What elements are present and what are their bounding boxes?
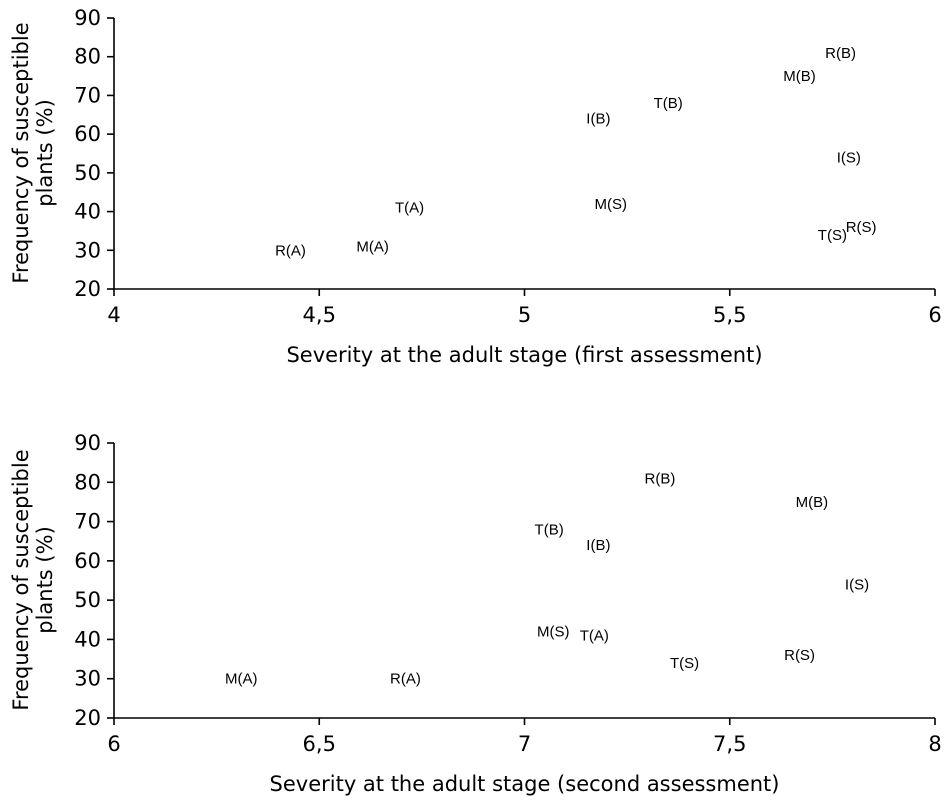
data-point-label: M(A) (356, 238, 389, 255)
x-tick-label: 5 (518, 303, 531, 327)
chart-first-assessment: 20 30 40 50 60 70 80 90 4 4,5 5 5,5 6 Severity at the… (9, 6, 942, 367)
x-axis-title: Severity at the adult stage (second asse… (270, 772, 780, 796)
y-tick-label: 80 (74, 470, 101, 494)
y-tick-label: 40 (74, 200, 101, 224)
y-axis-title: Frequency of susceptibleplants (%) (9, 449, 57, 710)
y-tick-label: 20 (74, 706, 101, 730)
x-tick-label: 6 (107, 732, 120, 756)
y-tick-label: 20 (74, 277, 101, 301)
y-tick-label: 90 (74, 431, 101, 455)
data-point-label: T(B) (535, 521, 564, 538)
y-tick-label: 70 (74, 83, 101, 107)
data-point-label: R(B) (825, 45, 856, 62)
data-point-label: M(B) (796, 494, 829, 511)
x-tick-label: 7,5 (713, 732, 746, 756)
y-tick-label: 70 (74, 510, 101, 534)
data-point-label: R(A) (275, 242, 306, 259)
data-point-label: T(S) (818, 227, 847, 244)
x-tick-label: 7 (518, 732, 531, 756)
x-tick-label: 5,5 (713, 303, 746, 327)
data-point-label: M(S) (537, 624, 570, 641)
data-point-label: T(S) (670, 655, 699, 672)
y-tick-label: 60 (74, 549, 101, 573)
data-point-label: I(B) (586, 537, 610, 554)
x-tick-label: 6,5 (303, 732, 336, 756)
data-point-label: I(S) (845, 576, 869, 593)
data-point-label: T(A) (580, 628, 609, 645)
data-point-label: R(S) (784, 647, 815, 664)
x-axis-title: Severity at the adult stage (first asses… (286, 343, 762, 367)
data-point-label: I(B) (586, 111, 610, 128)
data-point-label: R(S) (846, 219, 877, 236)
x-tick-label: 4 (107, 303, 120, 327)
y-tick-label: 90 (74, 6, 101, 30)
y-tick-label: 80 (74, 45, 101, 69)
data-point-label: T(B) (654, 95, 683, 112)
x-tick-label: 8 (928, 732, 941, 756)
y-tick-label: 50 (74, 588, 101, 612)
data-point-label: M(S) (594, 196, 627, 213)
y-axis-title-line-1: Frequency of susceptible (9, 22, 33, 283)
y-axis-title-line-2: plants (%) (33, 526, 57, 634)
y-axis-title: Frequency of susceptibleplants (%) (9, 22, 57, 283)
x-tick-label: 4,5 (303, 303, 336, 327)
y-tick-label: 50 (74, 161, 101, 185)
data-point-label: M(B) (783, 68, 816, 85)
data-point-label: T(A) (395, 200, 424, 217)
x-tick-label: 6 (928, 303, 941, 327)
data-point-label: M(A) (225, 671, 258, 688)
data-point-label: R(A) (390, 671, 421, 688)
y-tick-label: 30 (74, 238, 101, 262)
y-axis-title-line-2: plants (%) (33, 99, 57, 207)
y-tick-label: 30 (74, 667, 101, 691)
chart-second-assessment: 20 30 40 50 60 70 80 90 6 6,5 7 7,5 8 Severity at the… (9, 431, 942, 796)
y-axis-title-line-1: Frequency of susceptible (9, 449, 33, 710)
data-point-label: I(S) (837, 149, 861, 166)
data-point-label: R(B) (645, 470, 676, 487)
y-tick-label: 40 (74, 627, 101, 651)
y-tick-label: 60 (74, 122, 101, 146)
